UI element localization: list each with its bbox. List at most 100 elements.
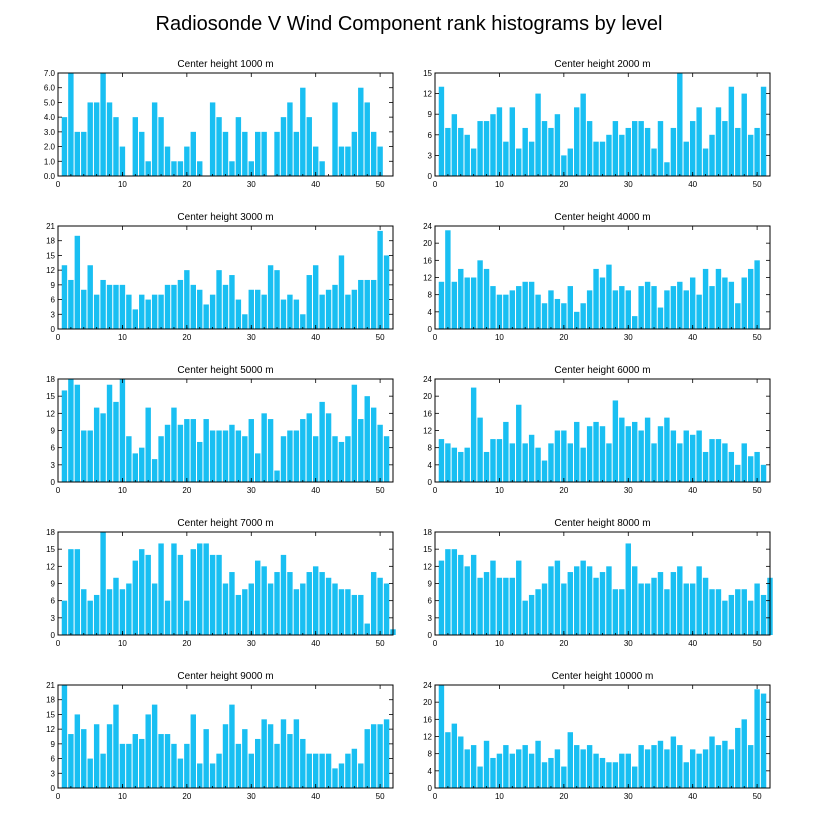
histogram-bar — [747, 134, 754, 176]
histogram-bar — [222, 583, 229, 635]
histogram-bar — [87, 758, 93, 788]
histogram-bar — [735, 464, 741, 482]
x-tick-label: 40 — [311, 333, 320, 342]
histogram-bar — [358, 279, 364, 329]
histogram-bar — [332, 583, 338, 635]
histogram-bar — [235, 430, 242, 482]
histogram-bar — [503, 577, 509, 635]
histogram-bar — [528, 141, 535, 176]
histogram-bar — [586, 745, 593, 788]
histogram-bar — [235, 743, 242, 788]
panel-title: Center height 8000 m — [554, 518, 650, 529]
histogram-bar — [364, 396, 370, 482]
histogram-bar — [715, 439, 722, 482]
histogram-bar — [68, 549, 74, 635]
histogram-bar — [306, 753, 312, 788]
histogram-bar — [332, 284, 338, 329]
histogram-bar — [145, 299, 151, 329]
histogram-bar — [548, 290, 554, 329]
histogram-bar — [229, 704, 235, 788]
histogram-bar — [599, 426, 606, 482]
x-tick-label: 20 — [559, 180, 568, 189]
histogram-bar — [364, 729, 370, 788]
histogram-bar — [81, 289, 87, 329]
histogram-bar — [300, 738, 306, 788]
y-tick-label: 6 — [51, 444, 56, 453]
histogram-bar — [606, 264, 612, 329]
histogram-bar — [490, 560, 496, 635]
histogram-bar — [171, 543, 177, 635]
histogram-bar — [267, 419, 274, 482]
histogram-bar — [619, 134, 625, 176]
histogram-bar — [370, 724, 377, 788]
x-tick-label: 40 — [311, 180, 320, 189]
histogram-bar — [702, 451, 709, 482]
histogram-bar — [599, 572, 606, 635]
histogram-bar — [574, 566, 580, 635]
histogram-bar — [383, 719, 390, 788]
histogram-bar — [458, 451, 464, 482]
histogram-bar — [68, 734, 74, 788]
x-tick-label: 40 — [688, 333, 697, 342]
y-tick-label: 7.0 — [44, 69, 56, 78]
histogram-bar — [261, 719, 267, 788]
histogram-bar — [638, 430, 644, 482]
histogram-bar — [496, 107, 503, 176]
histogram-bar — [274, 270, 280, 329]
histogram-bar — [248, 753, 254, 788]
histogram-bar — [351, 131, 358, 176]
x-tick-label: 10 — [118, 486, 127, 495]
histogram-bar — [132, 734, 139, 788]
histogram-bar — [522, 281, 528, 329]
histogram-bar — [113, 704, 119, 788]
histogram-bar — [747, 600, 754, 635]
x-tick-label: 30 — [624, 792, 633, 801]
histogram-bar — [184, 270, 190, 329]
histogram-bar — [203, 729, 209, 788]
histogram-bar — [209, 554, 216, 635]
histogram-bar — [496, 439, 503, 482]
y-tick-label: 0 — [428, 631, 433, 640]
histogram-bar — [664, 589, 670, 635]
histogram-bar — [164, 284, 171, 329]
histogram-bar — [197, 441, 203, 482]
histogram-bar — [184, 743, 190, 788]
histogram-bar — [383, 436, 390, 482]
histogram-bar — [477, 417, 483, 482]
histogram-bar — [319, 294, 325, 329]
histogram-bar — [113, 401, 119, 482]
histogram-bar — [574, 107, 580, 176]
x-tick-label: 40 — [688, 792, 697, 801]
figure-title: Radiosonde V Wind Component rank histogr… — [156, 13, 663, 35]
histogram-bar — [145, 407, 151, 482]
histogram-panel: Center height 8000 m 0 10 20 30 40 50 0 3 6 9 12 15 1… — [423, 518, 773, 648]
histogram-bar — [358, 763, 364, 788]
histogram-bar — [93, 594, 100, 635]
histogram-bar — [451, 447, 458, 482]
y-tick-label: 15 — [423, 545, 432, 554]
x-tick-label: 30 — [624, 180, 633, 189]
x-tick-label: 10 — [495, 639, 504, 648]
histogram-bar — [522, 443, 528, 482]
histogram-bar — [164, 600, 171, 635]
histogram-bar — [496, 753, 503, 788]
histogram-bar — [509, 577, 516, 635]
y-tick-label: 0 — [51, 478, 56, 487]
histogram-panel: Center height 1000 m 0 10 20 30 40 50 0.0 1.0 2.0… — [44, 59, 394, 189]
histogram-bar — [632, 766, 638, 788]
histogram-bar — [209, 763, 216, 788]
histogram-bar — [554, 430, 561, 482]
histogram-bar — [470, 387, 477, 482]
histogram-bar — [235, 117, 242, 176]
y-tick-label: 0.0 — [44, 172, 56, 181]
histogram-bar — [644, 281, 651, 329]
histogram-bar — [81, 729, 87, 788]
histogram-bar — [61, 600, 68, 635]
histogram-bar — [312, 265, 319, 329]
histogram-bar — [593, 577, 599, 635]
histogram-bar — [651, 148, 657, 176]
histogram-bar — [274, 470, 280, 482]
histogram-bar — [612, 290, 619, 329]
histogram-bar — [229, 275, 235, 329]
histogram-bar — [242, 729, 248, 788]
